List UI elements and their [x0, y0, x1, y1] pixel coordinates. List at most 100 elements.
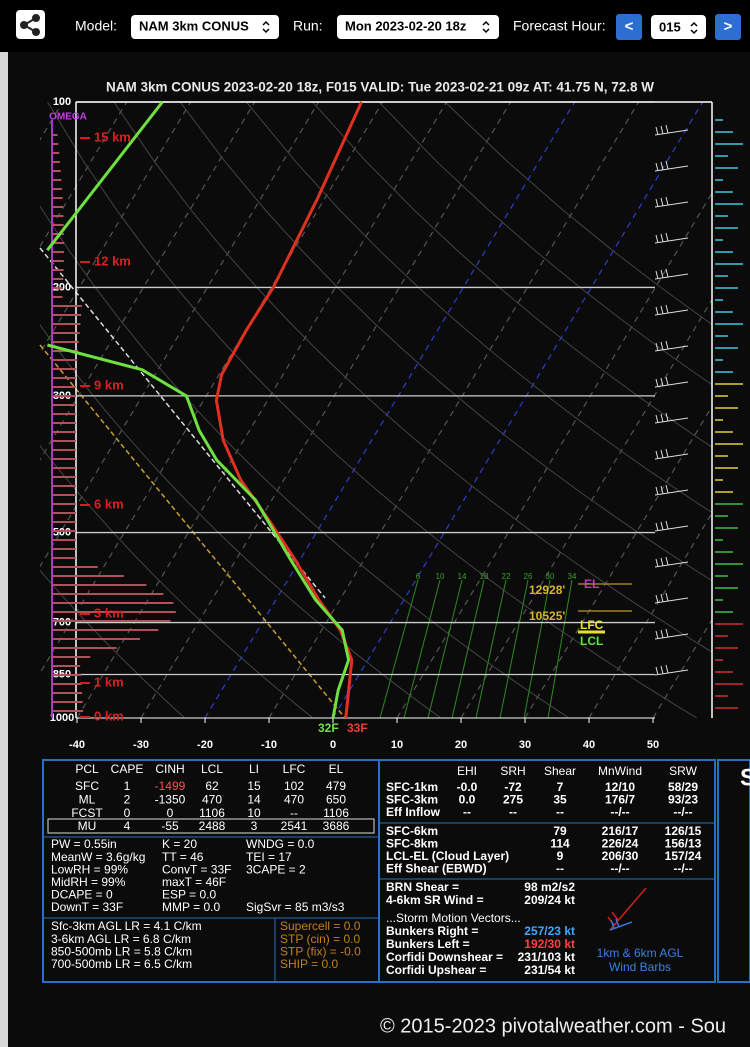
shear-value: 209/24 kt — [524, 893, 575, 907]
surface-dewpoint: 32F — [318, 721, 339, 735]
barb-caption: 1km & 6km AGL — [597, 946, 684, 960]
parcel-cell: ML — [79, 792, 96, 806]
parcel-cell: 15 — [247, 779, 261, 793]
temp-tick-label: 10 — [391, 739, 403, 751]
dewpoint-profile — [46, 101, 351, 719]
dry-adiabat — [312, 102, 712, 448]
storm-label: Bunkers Right = — [386, 924, 478, 938]
index-cell: K = 20 — [162, 837, 197, 851]
storm-value: 192/30 kt — [524, 937, 575, 951]
parcel-cell: 479 — [326, 779, 346, 793]
parcel-cell: 3686 — [323, 819, 350, 833]
storm-label: Corfidi Downshear = — [386, 950, 503, 964]
wind-barb — [654, 484, 689, 496]
parcel-cell: SFC — [75, 779, 99, 793]
storm-label: Corfidi Upshear = — [386, 963, 486, 977]
kin-label: SFC-3km — [386, 793, 438, 807]
temp-tick-label: -10 — [261, 739, 277, 751]
index-cell: PW = 0.55in — [51, 837, 117, 851]
kin-header: EHI — [457, 764, 477, 778]
kin-cell: 176/7 — [605, 793, 635, 807]
isotherm — [40, 102, 192, 355]
hour-value: 015 — [659, 19, 681, 34]
height-label: 12 km — [94, 253, 131, 268]
kin-cell: 114 — [550, 837, 570, 851]
composite: Supercell = 0.0 — [280, 919, 361, 933]
isotherm — [204, 102, 576, 718]
hour-label: Forecast Hour: — [513, 18, 606, 34]
height-label: 15 km — [94, 129, 131, 144]
dry-adiabat — [113, 102, 712, 653]
storm-value: 231/103 kt — [518, 950, 575, 964]
omega-label: OMEGA — [49, 112, 87, 123]
prev-label: < — [625, 18, 634, 35]
parcel-header: LFC — [283, 762, 306, 776]
kin-cell: 216/17 — [602, 824, 639, 838]
wind-barb — [654, 268, 689, 280]
temp-tick-label: 50 — [647, 739, 659, 751]
kin-header: Shear — [544, 764, 576, 778]
kin-cell: 226/24 — [602, 837, 639, 851]
hour-select[interactable] — [651, 15, 706, 39]
isotherm — [40, 102, 128, 248]
index-cell: ESP = 0.0 — [162, 888, 216, 902]
pressure-label: 700 — [53, 616, 71, 628]
kin-cell: --/-- — [610, 805, 629, 819]
height-label: 0 km — [94, 708, 124, 723]
parcel-cell: -55 — [161, 819, 179, 833]
parcel-cell: 3 — [251, 819, 258, 833]
wind-barb — [654, 520, 689, 532]
isotherm — [40, 102, 256, 461]
kin-cell: 12/10 — [605, 780, 635, 794]
parcel-cell: FCST — [71, 806, 103, 820]
lapse-rate: Sfc-3km AGL LR = 4.1 C/km — [51, 919, 202, 933]
surface-temperature: 33F — [347, 721, 368, 735]
lapse-rate: 3-6km AGL LR = 6.8 C/km — [51, 932, 191, 946]
prev-button[interactable] — [616, 14, 642, 40]
kin-label: Eff Inflow — [386, 805, 441, 819]
temp-tick-label: -40 — [69, 739, 85, 751]
temp-tick-label: -30 — [133, 739, 149, 751]
parcel-cell: 2541 — [281, 819, 308, 833]
parcel-cell: 2 — [124, 792, 131, 806]
pressure-label: 500 — [53, 526, 71, 538]
mu-row-box — [47, 818, 375, 834]
select-arrow — [690, 21, 698, 35]
mixing-ratio-line — [451, 579, 485, 719]
parcel-header: EL — [329, 762, 344, 776]
height-label: 3 km — [94, 605, 124, 620]
mixing-ratio-label: 6 — [416, 572, 421, 581]
run-select[interactable] — [337, 15, 499, 39]
mixing-ratio-label: 26 — [524, 572, 533, 581]
lapse-rate: 700-500mb LR = 6.5 C/km — [51, 957, 192, 971]
share-icon — [20, 14, 40, 36]
kin-cell: 206/30 — [602, 849, 639, 863]
index-cell: MMP = 0.0 — [162, 900, 220, 914]
sounding-title: NAM 3km CONUS 2023-02-20 18z, F015 VALID… — [106, 80, 654, 95]
wind-barb — [654, 304, 689, 316]
shear-label: BRN Shear = — [386, 880, 459, 894]
parcel-cell: 1 — [124, 779, 131, 793]
shear-value: 98 m2/s2 — [524, 880, 575, 894]
kin-cell: -72 — [504, 780, 522, 794]
model-value: NAM 3km CONUS — [139, 18, 249, 33]
parcel-cell: 650 — [326, 792, 346, 806]
kin-label: SFC-1km — [386, 780, 438, 794]
select-arrow — [482, 20, 490, 34]
isotherm — [76, 102, 448, 718]
mixing-ratio-label: 18 — [480, 572, 489, 581]
wind-barb — [654, 232, 689, 244]
kin-cell: 9 — [557, 849, 564, 863]
wind-barb — [654, 592, 689, 604]
parcel-cell: 1106 — [199, 806, 225, 820]
model-select[interactable] — [131, 15, 279, 39]
kin-cell: -- — [556, 805, 564, 819]
parcel-trace — [39, 344, 346, 719]
kin-cell: --/-- — [673, 862, 692, 876]
temp-tick-label: -20 — [197, 739, 213, 751]
mixing-ratio-line — [403, 579, 441, 719]
dry-adiabat — [246, 102, 712, 514]
next-button[interactable] — [715, 14, 741, 40]
index-cell: LowRH = 99% — [51, 862, 128, 876]
